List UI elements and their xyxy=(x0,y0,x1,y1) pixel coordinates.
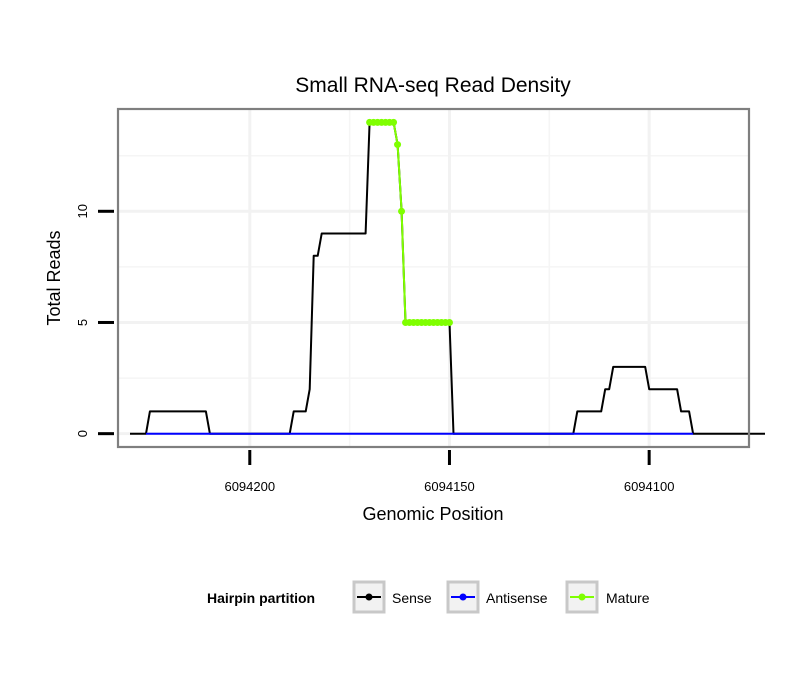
y-tick-label: 10 xyxy=(75,204,90,218)
x-axis-title: Genomic Position xyxy=(362,504,503,524)
mature-point xyxy=(398,207,406,215)
legend-item-sense: Sense xyxy=(352,580,432,614)
panel-border xyxy=(116,107,751,449)
legend-label-sense: Sense xyxy=(392,590,432,606)
series-layer xyxy=(130,118,765,435)
y-axis: 0 5 10 xyxy=(75,204,114,437)
y-axis-title: Total Reads xyxy=(44,230,64,325)
chart-title: Small RNA-seq Read Density xyxy=(295,74,571,97)
legend-item-mature: Mature xyxy=(565,580,650,614)
mature-point xyxy=(445,318,453,326)
legend-item-antisense: Antisense xyxy=(446,580,548,614)
plot-panel xyxy=(116,107,765,449)
legend-key-antisense-point xyxy=(459,593,467,601)
x-axis: 6094200 6094150 6094100 xyxy=(224,450,674,494)
x-tick-label: 6094150 xyxy=(424,479,475,494)
legend-key-sense-point xyxy=(365,593,373,601)
legend: Hairpin partition Sense Antisense Mature xyxy=(207,580,650,614)
legend-key-mature-point xyxy=(578,593,586,601)
y-tick-label: 5 xyxy=(75,319,90,326)
mature-point xyxy=(394,141,402,149)
legend-label-mature: Mature xyxy=(606,590,650,606)
y-tick-label: 0 xyxy=(75,430,90,437)
legend-label-antisense: Antisense xyxy=(486,590,548,606)
legend-title: Hairpin partition xyxy=(207,590,315,606)
x-tick-label: 6094100 xyxy=(624,479,675,494)
x-tick-label: 6094200 xyxy=(224,479,275,494)
mature-point xyxy=(390,118,398,126)
